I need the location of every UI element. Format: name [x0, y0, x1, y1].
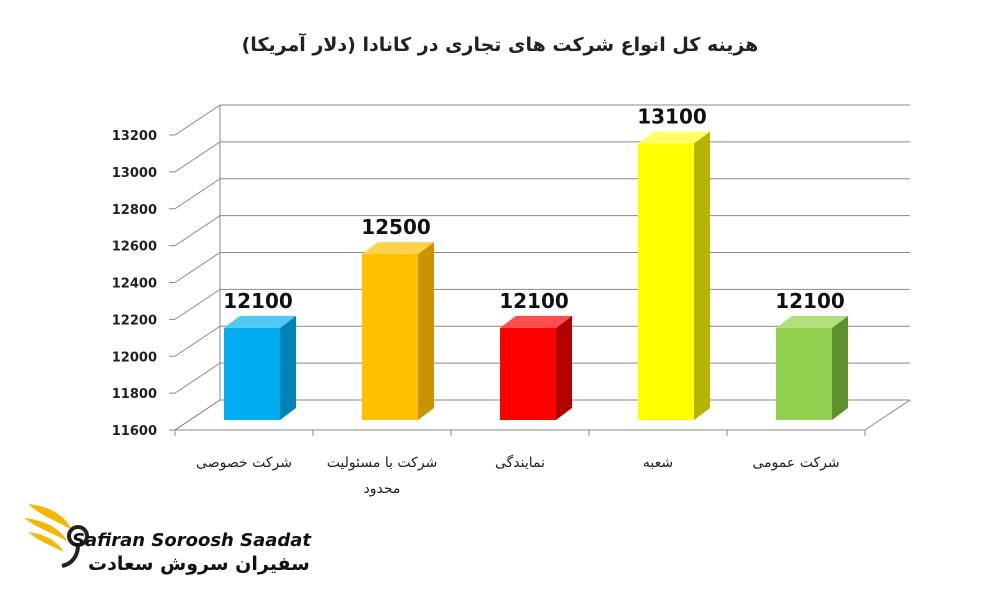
brand-name-fa: سفیران سروش سعادت — [88, 553, 310, 575]
chart-title: هزینه کل انواع شرکت های تجاری در کانادا … — [241, 34, 759, 56]
x-tick-label: محدود — [364, 481, 401, 497]
gridline — [174, 178, 910, 210]
x-axis-ticks: شرکت خصوصی شرکت با مسئولیت محدود نمایندگی شع… — [174, 430, 866, 497]
data-label: 13100 — [637, 104, 707, 128]
bar — [362, 242, 434, 420]
y-axis-ticks: 11600 11800 12000 12200 12400 12600 12800 13000… — [112, 129, 175, 439]
y-tick-label: 11600 — [112, 424, 157, 439]
bar — [776, 315, 848, 420]
y-tick-label: 12400 — [112, 277, 157, 292]
data-label: 12100 — [223, 289, 293, 313]
bar — [224, 315, 296, 420]
data-label: 12100 — [499, 289, 569, 313]
x-tick-label: نمایندگی — [495, 454, 545, 471]
brand-name-en: Safiran Soroosh Saadat — [72, 530, 312, 551]
gridline — [174, 141, 910, 173]
bar — [500, 315, 572, 420]
y-tick-label: 11800 — [112, 387, 157, 402]
gridline — [174, 104, 910, 136]
brand-logo — [20, 494, 300, 584]
bars — [224, 131, 848, 420]
y-tick-label: 13000 — [112, 166, 157, 181]
y-tick-label: 12600 — [112, 240, 157, 255]
data-label: 12500 — [361, 215, 431, 239]
gridline — [174, 288, 910, 320]
x-tick-label: شرکت خصوصی — [196, 455, 292, 471]
data-labels: 12100 12500 12100 13100 12100 — [223, 104, 845, 312]
data-label: 12100 — [775, 289, 845, 313]
x-tick-label: شرکت عمومی — [752, 455, 839, 471]
x-tick-label: شرکت با مسئولیت — [327, 455, 438, 471]
gridline — [174, 252, 910, 283]
wing-logo-icon — [24, 504, 89, 568]
x-tick-label: شعبه — [643, 455, 673, 471]
y-tick-label: 12800 — [112, 203, 157, 218]
gridline — [174, 215, 910, 247]
y-tick-label: 12200 — [112, 313, 157, 328]
bar — [638, 131, 710, 420]
y-tick-label: 13200 — [112, 129, 157, 144]
y-tick-label: 12000 — [112, 350, 157, 365]
